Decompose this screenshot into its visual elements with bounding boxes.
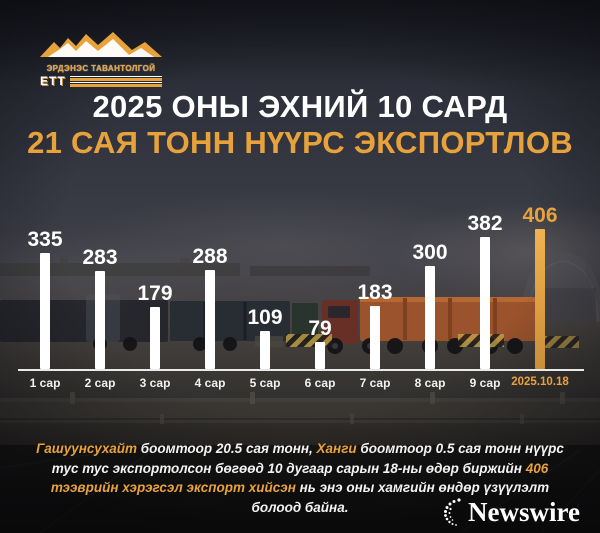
- bar-value-label: 288: [192, 245, 228, 268]
- bar-value-label: 109: [247, 306, 283, 329]
- bar-x-label: 2025.10.18: [511, 376, 569, 388]
- logo-text: ЭРДЭНЭС ТАВАНТОЛГОЙ: [46, 64, 156, 73]
- summary-segment: нь энэ оны хамгийн өндөр үзүүлэлт болоод…: [251, 480, 550, 515]
- bar-x-label: 3 сар: [139, 376, 171, 390]
- newswire-watermark: Newswire: [441, 497, 580, 527]
- newswire-swirl-icon: [444, 498, 461, 526]
- mountain-icon: [40, 32, 162, 57]
- bar: [315, 342, 325, 369]
- bar: [480, 237, 490, 369]
- summary-segment: Ханги: [316, 441, 357, 456]
- bar: [40, 253, 50, 369]
- bar-value-label: 300: [412, 241, 448, 264]
- bar: [370, 306, 380, 369]
- bar-value-label: 183: [357, 281, 393, 304]
- headline: 2025 ОНЫ ЭХНИЙ 10 САРД 21 САЯ ТОНН НҮҮРС…: [0, 90, 600, 160]
- bar: [535, 229, 545, 369]
- summary-segment: Гашуунсухайт: [36, 441, 138, 456]
- bar-x-label: 5 сар: [249, 376, 281, 390]
- bar-value-label: 283: [82, 246, 118, 269]
- bar-x-label: 4 сар: [194, 376, 226, 390]
- bar: [425, 266, 435, 369]
- bar: [260, 331, 270, 369]
- bar-value-label: 79: [308, 317, 332, 340]
- summary-segment: боомтоор 0.5 сая тонн нүүрс тус тус эксп…: [51, 441, 564, 476]
- bar: [95, 271, 105, 369]
- bar-x-label: 7 сар: [359, 376, 391, 390]
- summary-segment: боомтоор 20.5 сая тонн,: [137, 441, 317, 456]
- bar-value-label: 179: [137, 282, 173, 305]
- bar-x-label: 2 сар: [84, 376, 116, 390]
- bar-value-label: 335: [27, 228, 63, 251]
- bar-x-label: 1 сар: [29, 376, 61, 390]
- summary-segment: 406 тээврийн хэрэгсэл экспорт хийсэн: [50, 460, 549, 496]
- headline-line1: 2025 ОНЫ ЭХНИЙ 10 САРД: [92, 89, 508, 124]
- logo-stripes: [69, 75, 162, 87]
- headline-line2: 21 САЯ ТОНН НҮҮРС ЭКСПОРТЛОВ: [27, 125, 573, 160]
- newswire-wordmark: Newswire: [468, 497, 580, 527]
- bar-value-label: 382: [467, 212, 503, 235]
- x-axis-line: [18, 369, 584, 371]
- bar-x-label: 9 сар: [469, 376, 501, 390]
- ett-logo: ЭРДЭНЭС ТАВАНТОЛГОЙ ЕТТ: [40, 30, 162, 87]
- bar-x-label: 6 сар: [304, 376, 336, 390]
- bar-x-label: 8 сар: [414, 376, 446, 390]
- bar: [205, 270, 215, 369]
- bar-value-label: 406: [522, 204, 558, 227]
- summary-text: Гашуунсухайт боомтоор 20.5 сая тонн, Хан…: [28, 439, 572, 517]
- bar: [150, 307, 160, 369]
- logo-abbr: ЕТТ: [40, 74, 66, 88]
